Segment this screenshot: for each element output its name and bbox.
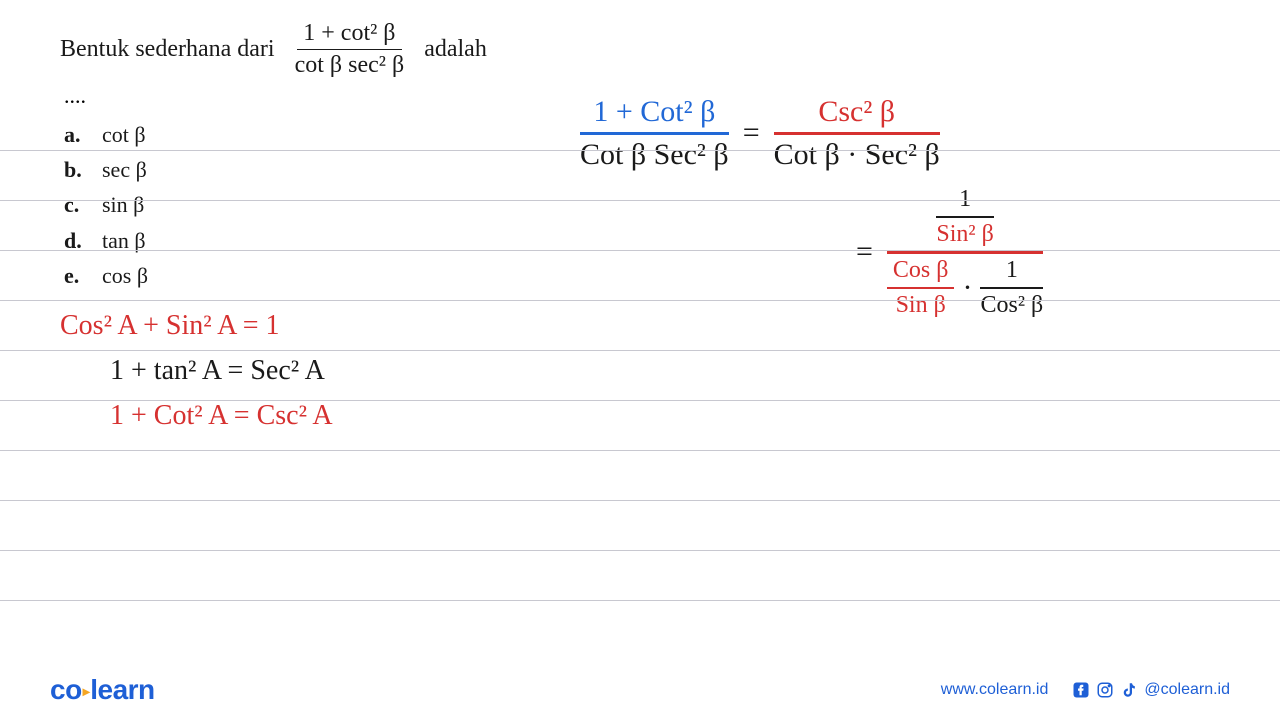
ruled-line [0,350,1280,351]
identity-note: 1 + Cot² A = Csc² A [110,400,333,432]
instagram-icon [1096,681,1114,699]
step1-lhs: 1 + Cot² β Cot β Sec² β [580,95,729,172]
step1-eq: = [743,116,760,150]
logo-dot-icon: ▸ [83,683,90,699]
identity-note: 1 + tan² A = Sec² A [110,355,325,387]
question-fraction: 1 + cot² β cot β sec² β [295,20,405,79]
identity-note: Cos² A + Sin² A = 1 [60,310,280,342]
content-area: Bentuk sederhana dari 1 + cot² β cot β s… [0,0,1280,660]
ruled-line [0,250,1280,251]
question-suffix: adalah [424,36,487,63]
step2-top-frac: 1 Sin² β [936,186,993,249]
question-text: Bentuk sederhana dari 1 + cot² β cot β s… [60,20,1220,79]
tiktok-icon [1120,681,1138,699]
step2-eq: = [856,235,873,269]
footer-right: www.colearn.id @colearn.id [941,681,1230,699]
ruled-line [0,450,1280,451]
social-icons: @colearn.id [1072,681,1230,699]
ruled-line [0,600,1280,601]
ruled-line [0,150,1280,151]
logo: co▸learn [50,674,155,706]
question-prefix: Bentuk sederhana dari [60,36,275,63]
ruled-line [0,550,1280,551]
ruled-line [0,500,1280,501]
footer-url: www.colearn.id [941,681,1049,699]
work-area: 1 + Cot² β Cot β Sec² β = Csc² β Cot β ·… [580,95,1043,333]
step2-bot-left: Cos β Sin β [887,257,955,320]
facebook-icon [1072,681,1090,699]
ruled-line [0,300,1280,301]
ruled-line [0,200,1280,201]
footer-handle: @colearn.id [1144,681,1230,699]
footer: co▸learn www.colearn.id @colearn.id [0,660,1280,720]
step2-bot-right: 1 Cos² β [980,257,1043,320]
step2-rhs: 1 Sin² β Cos β Sin β · 1 [887,186,1043,320]
step1-rhs: Csc² β Cot β · Sec² β [774,95,940,172]
work-step2: = 1 Sin² β Cos β Sin β · [856,186,1043,320]
question-denominator: cot β sec² β [295,50,405,79]
question-numerator: 1 + cot² β [297,20,401,50]
work-step1: 1 + Cot² β Cot β Sec² β = Csc² β Cot β ·… [580,95,1043,172]
